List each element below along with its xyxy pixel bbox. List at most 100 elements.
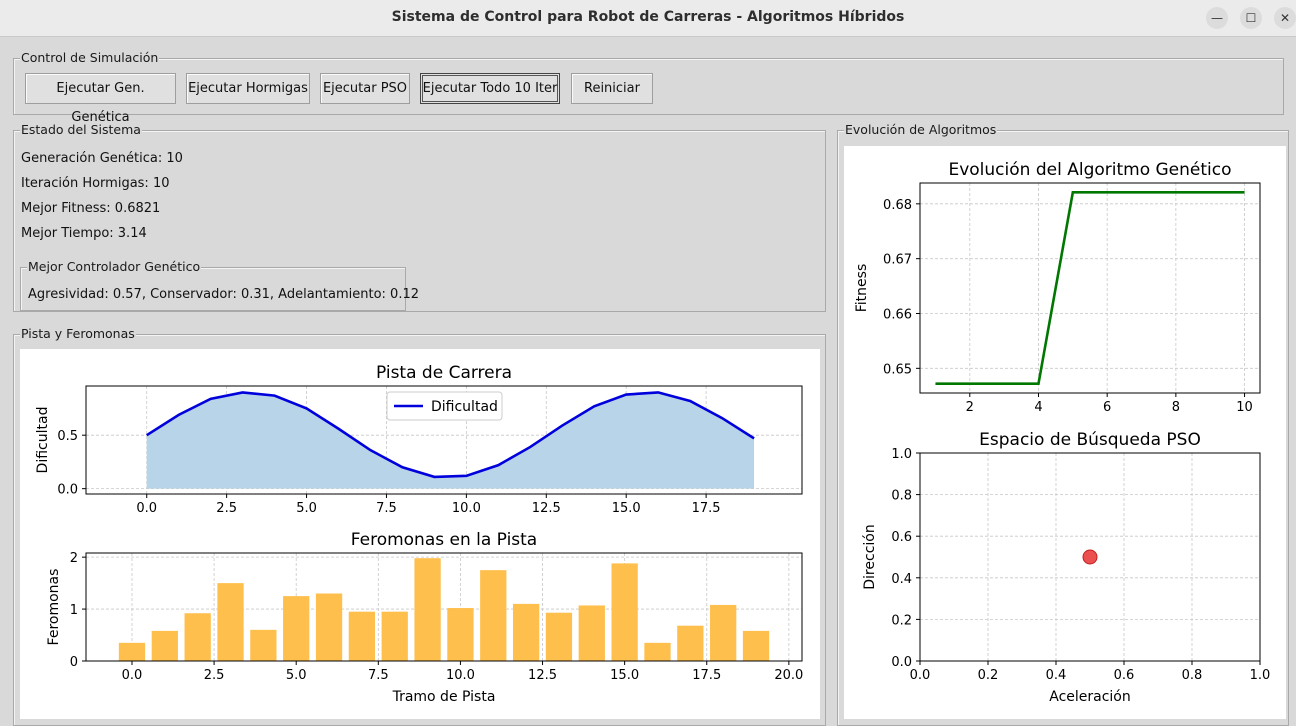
y-tick-label: 1 [70,603,78,618]
x-tick-label: 0.2 [978,668,999,683]
pso-particle [1082,549,1098,565]
fitness-line [935,191,1245,385]
pheromone-bar [217,583,244,661]
pheromone-bar [381,611,408,661]
x-tick-label: 5.0 [286,668,307,683]
x-tick-label: 15.0 [610,668,639,683]
pheromone-bar [742,630,770,661]
x-axis-label: Tramo de Pista [392,689,496,705]
plot-frame [919,182,1261,394]
iteration-stat: Iteración Hormigas: 10 [21,176,170,191]
pheromone-bar [677,625,704,661]
pheromone-bar [414,558,441,661]
legend-box [386,391,503,421]
x-tick-label: 17.5 [692,501,721,516]
track-figure: 0.0 2.5 5.0 7.5 10.0 12.5 15.0 17.50.00.5Pista … [35,363,803,705]
evolution-figure: 2 4 6 8 10 0.65 0.66 0.67 0.68 Evolución del Algo… [854,160,1271,705]
run-pso-button[interactable]: Ejecutar PSO [320,73,410,104]
pheromone-bar [545,612,573,661]
fitness-stat: Mejor Fitness: 0.6821 [21,201,161,216]
plot-frame [919,452,1261,662]
x-tick-label: 20.0 [774,668,803,683]
x-tick-label: 1.0 [1250,668,1271,683]
pheromone-bar [315,593,343,661]
control-group: Control de Simulación [13,50,1284,115]
track-group-label: Pista y Feromonas [20,326,136,341]
x-tick-label: 10.0 [446,668,475,683]
minimize-icon[interactable]: — [1206,7,1228,29]
chart-title: Evolución del Algoritmo Genético [948,160,1231,180]
chart-title: Pista de Carrera [376,363,512,383]
x-tick-label: 4 [1034,400,1042,415]
run-genetic-button[interactable]: Ejecutar Gen. Genética [25,73,176,125]
pheromone-bar [447,608,474,661]
reset-button[interactable]: Reiniciar [571,73,653,104]
pheromone-bar [184,613,211,661]
x-tick-label: 10.0 [452,501,481,516]
chart-title: Espacio de Búsqueda PSO [979,430,1201,450]
plot-frame [85,552,803,662]
y-tick-label: 0.5 [57,429,78,444]
y-tick-label: 0 [70,655,78,670]
y-axis-label: Feromonas [46,569,62,646]
y-tick-label: 0.66 [883,307,912,322]
window-title: Sistema de Control para Robot de Carrera… [391,9,905,25]
close-icon[interactable]: ✕ [1274,7,1296,29]
evolution-group-label: Evolución de Algoritmos [844,122,998,137]
y-tick-label: 0.4 [891,572,912,587]
pheromone-bar [348,611,376,661]
x-tick-label: 2.5 [204,668,225,683]
pheromone-bar [480,570,507,661]
x-tick-label: 6 [1103,400,1111,415]
x-tick-label: 7.5 [376,501,397,516]
y-tick-label: 0.68 [883,198,912,213]
y-tick-label: 0.0 [891,655,912,670]
pheromone-bar [118,642,146,661]
pheromone-bar [151,630,178,661]
x-tick-label: 5.0 [296,501,317,516]
y-tick-label: 0.65 [883,362,912,377]
difficulty-area [146,392,755,489]
track-plot-panel: 0.0 2.5 5.0 7.5 10.0 12.5 15.0 17.5 0.0 0.5 Pista … [20,349,820,719]
x-tick-label: 2.5 [216,501,237,516]
status-group: Estado del Sistema [13,122,826,312]
pheromone-bar [512,603,540,661]
chart-title: Feromonas en la Pista [351,530,537,550]
pheromone-bar [283,596,310,661]
run-ants-button[interactable]: Ejecutar Hormigas [186,73,310,104]
y-tick-label: 0.6 [891,530,912,545]
x-axis-label: Aceleración [1049,689,1131,705]
controller-params: Agresividad: 0.57, Conservador: 0.31, Ad… [28,287,419,302]
pheromone-bar [644,642,671,661]
x-tick-label: 0.4 [1046,668,1067,683]
y-tick-label: 0.0 [57,483,78,498]
pheromone-bar [250,629,277,661]
y-tick-label: 1.0 [891,447,912,462]
y-axis-label: Fitness [854,264,870,313]
control-group-label: Control de Simulación [20,50,160,65]
pheromone-bar [611,563,638,661]
controller-group-label: Mejor Controlador Genético [27,259,202,274]
difficulty-line [146,391,755,479]
x-tick-label: 0.0 [122,668,143,683]
x-tick-label: 2 [966,400,974,415]
x-tick-label: 12.5 [528,668,557,683]
x-tick-label: 0.6 [1114,668,1135,683]
plot-frame [85,385,803,495]
evolution-plot-panel: 2 4 6 8 10 0.65 0.66 0.67 0.68 Evolución del Algo… [844,146,1286,719]
y-tick-label: 0.2 [891,613,912,628]
legend-label: Dificultad [431,399,498,415]
y-axis-label: Dirección [862,524,878,589]
y-tick-label: 2 [70,551,78,566]
controller-group: Mejor Controlador Genético [20,259,406,311]
x-tick-label: 0.8 [1182,668,1203,683]
x-tick-label: 0.0 [136,501,157,516]
y-tick-label: 0.8 [891,489,912,504]
x-tick-label: 12.5 [532,501,561,516]
window-titlebar: Sistema de Control para Robot de Carrera… [0,0,1296,37]
x-tick-label: 8 [1172,400,1180,415]
pheromone-bar [578,605,605,661]
maximize-icon[interactable]: ☐ [1240,7,1262,29]
run-all-button[interactable]: Ejecutar Todo 10 Iter [420,73,560,104]
pheromone-bar [710,604,737,661]
